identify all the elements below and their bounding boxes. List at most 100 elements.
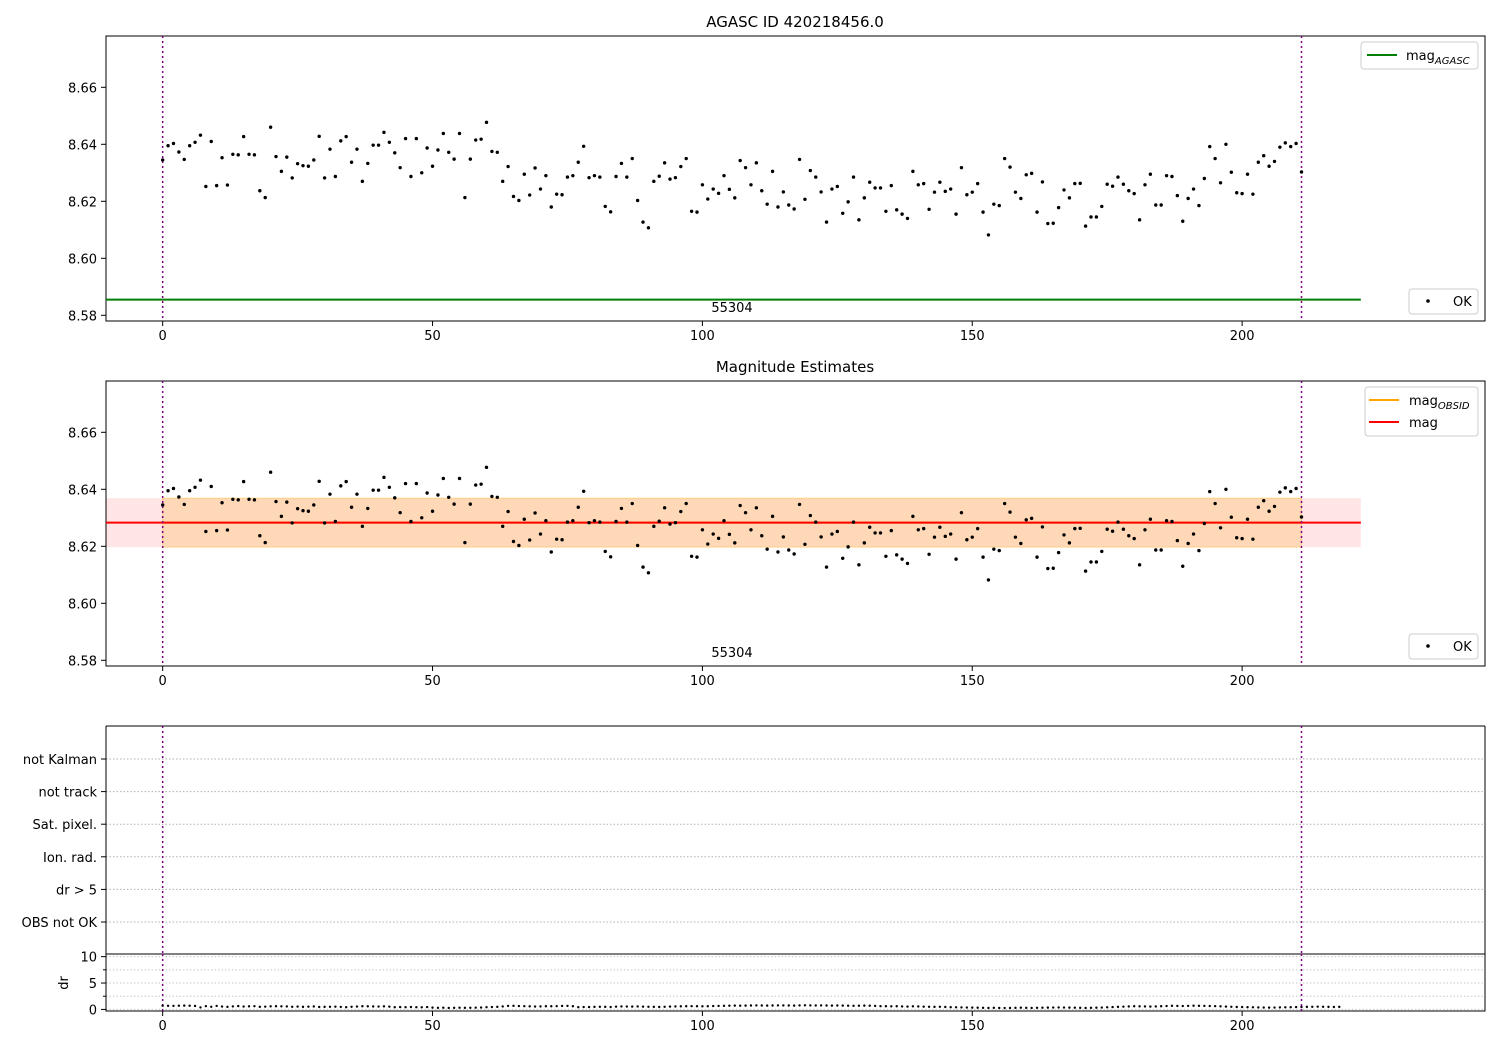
dr-data-point [1165, 1004, 1168, 1008]
dr-data-point [312, 1005, 315, 1008]
dr-data-point [161, 1004, 164, 1007]
dr-data-point [933, 1005, 936, 1009]
ok-data-point [349, 505, 354, 509]
ok-data-point [571, 518, 575, 523]
dr-data-point [857, 1004, 861, 1007]
ok-data-point [393, 496, 397, 500]
dr-data-point [652, 1005, 656, 1009]
ok-data-point [398, 510, 402, 515]
dr-data-point [604, 1005, 607, 1009]
dr-data-point [366, 1005, 369, 1008]
ok-data-point [1110, 184, 1115, 188]
ok-data-point [695, 555, 699, 559]
ok-data-point [344, 134, 348, 139]
dr-data-point [798, 1004, 801, 1007]
ok-data-point [997, 548, 1001, 553]
dr-data-point [803, 1004, 807, 1007]
ok-data-point [673, 175, 678, 180]
y-tick-label: 8.66 [68, 426, 97, 441]
agasc-panel-title: AGASC ID 420218456.0 [706, 13, 884, 31]
ok-data-point [679, 509, 683, 514]
ok-data-point [738, 503, 742, 508]
dr-data-point [609, 1005, 612, 1009]
ok-data-point [797, 502, 802, 507]
dr-data-point [1154, 1005, 1157, 1008]
ok-data-point [317, 134, 321, 139]
dr-data-point [873, 1004, 877, 1008]
dr-data-point [371, 1005, 375, 1008]
ok-data-point [765, 202, 769, 206]
magnitude-legend: magOBSID mag [1364, 386, 1479, 437]
ok-data-point [333, 519, 338, 524]
dr-data-point [231, 1005, 235, 1008]
ok-data-point [1186, 541, 1190, 546]
dr-data-point [620, 1005, 623, 1008]
ok-data-point [198, 133, 203, 137]
ok-data-point [754, 506, 759, 510]
ok-data-point [301, 508, 305, 513]
ok-data-point [1056, 550, 1061, 555]
dr-data-point [900, 1005, 904, 1008]
ok-data-point [668, 177, 672, 181]
dr-data-point [884, 1005, 888, 1008]
ok-data-point [1154, 203, 1158, 207]
ok-data-point [700, 528, 705, 532]
dr-data-point [1143, 1005, 1147, 1008]
ok-data-point [236, 153, 240, 157]
ok-data-point [1245, 517, 1250, 521]
ok-data-point [1251, 537, 1255, 541]
ok-data-point [1100, 549, 1104, 554]
dr-data-point [388, 1005, 391, 1008]
ok-data-point [258, 189, 262, 193]
dr-data-point [819, 1004, 823, 1007]
ok-data-point [441, 476, 446, 481]
dr-data-point [215, 1004, 218, 1008]
ok-data-point [452, 502, 456, 506]
dr-data-point [479, 1006, 483, 1009]
ok-data-point [1229, 515, 1234, 519]
y-tick-label: 0 [89, 1003, 97, 1018]
ok-data-point [425, 491, 429, 495]
ok-data-point [1148, 172, 1153, 176]
ok-data-point [209, 484, 213, 489]
dr-data-point [431, 1006, 434, 1009]
ok-data-point [220, 155, 224, 160]
ok-data-point [1008, 510, 1012, 514]
dr-data-point [722, 1004, 726, 1008]
ok-data-point [792, 552, 796, 556]
ok-data-point [625, 520, 629, 524]
ok-data-point [749, 528, 753, 532]
ok-data-point [851, 175, 856, 179]
ok-data-point [592, 173, 597, 178]
ok-data-point [722, 173, 726, 178]
dr-data-point [307, 1005, 310, 1008]
dr-data-point [981, 1006, 985, 1010]
ok-data-point [527, 193, 532, 197]
dr-data-point [998, 1006, 1001, 1010]
ok-data-point [1224, 142, 1228, 146]
ok-data-point [1159, 548, 1163, 552]
dr-data-point [1332, 1005, 1336, 1009]
ok-data-point [776, 205, 780, 209]
ok-data-point [1116, 520, 1120, 524]
ok-legend-marker [1426, 644, 1430, 648]
ok-data-point [182, 157, 186, 162]
ok-data-point [1137, 218, 1142, 222]
ok-data-point [841, 211, 845, 215]
dr-data-point [1294, 1005, 1298, 1009]
ok-data-point [376, 488, 381, 492]
ok-data-point [1202, 176, 1207, 181]
dr-data-point [1062, 1006, 1066, 1009]
dr-data-point [506, 1004, 510, 1008]
ok-data-point [187, 489, 192, 493]
dr-data-point [782, 1004, 785, 1007]
ok-data-point [830, 532, 834, 536]
dr-data-point [674, 1005, 677, 1008]
ok-data-point [382, 130, 386, 135]
dr-data-point [1132, 1005, 1136, 1008]
ok-data-point [894, 553, 899, 557]
dr-data-point [533, 1005, 537, 1008]
ok-legend-label: OK [1453, 295, 1472, 310]
ok-data-point [533, 166, 537, 170]
ok-data-point [1240, 191, 1244, 196]
